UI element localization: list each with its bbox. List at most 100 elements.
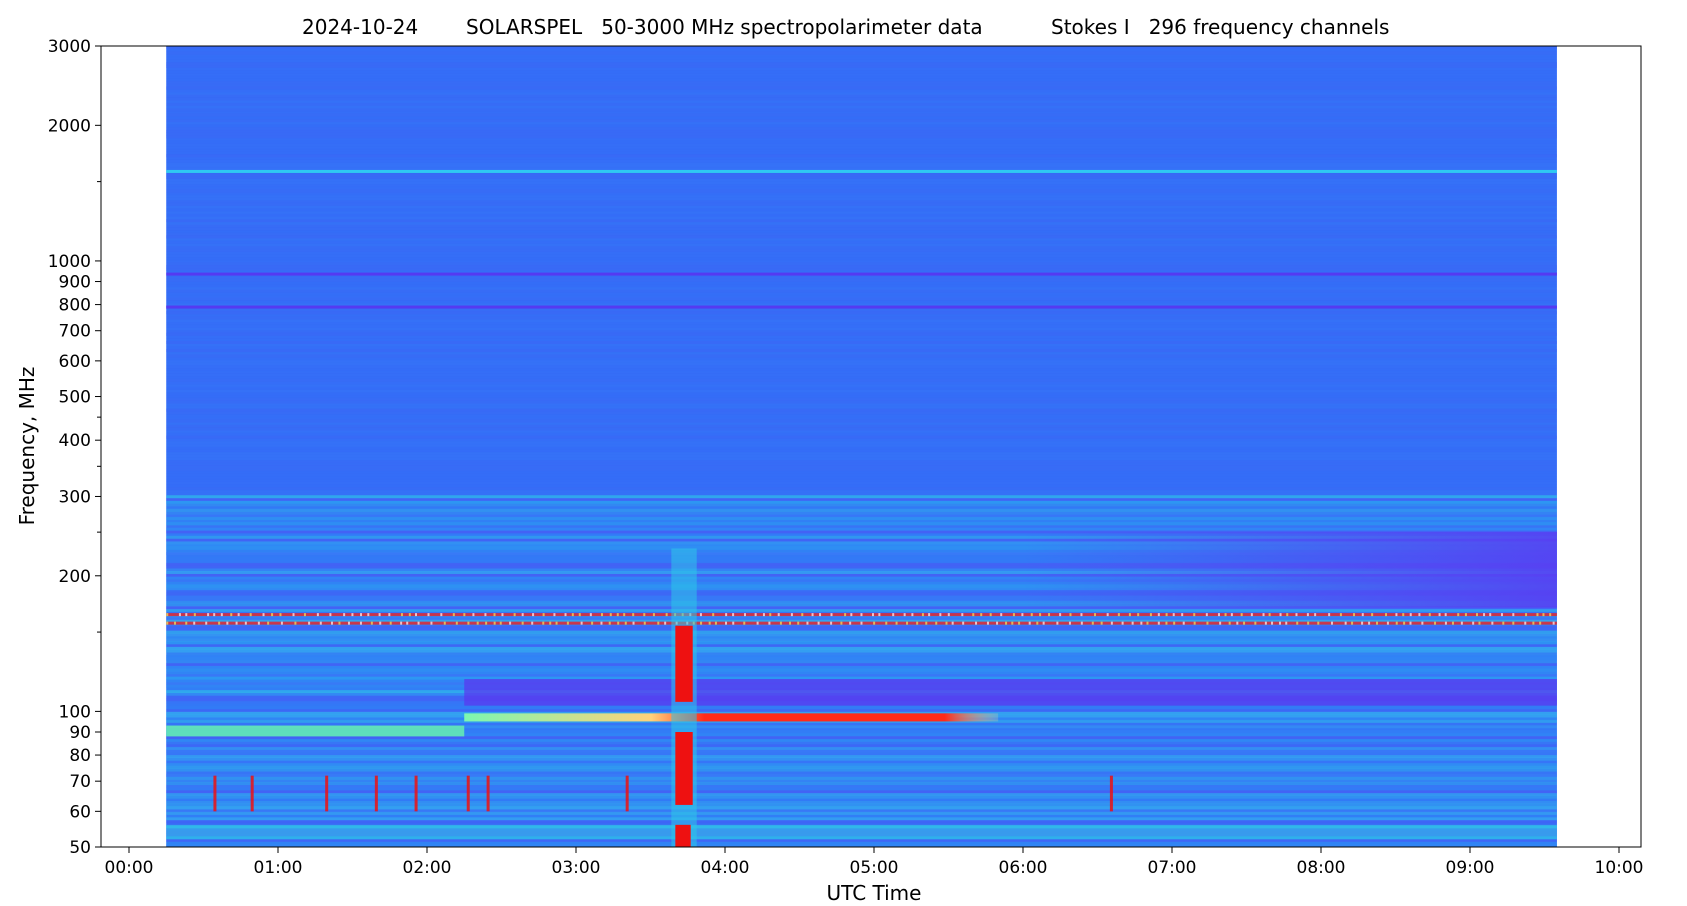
channel-stripe: [166, 313, 1557, 317]
x-tick-label: 10:00: [1595, 858, 1644, 878]
rfi-speckle: [1306, 613, 1309, 617]
rfi-speckle: [1339, 613, 1342, 617]
rfi-speckle: [193, 621, 196, 625]
channel-stripe: [166, 817, 1557, 821]
channel-stripe: [166, 489, 1557, 493]
rfi-speckle: [408, 613, 411, 617]
rfi-speckle: [1330, 621, 1333, 625]
rfi-speckle: [1549, 613, 1552, 617]
rfi-speckle: [830, 613, 833, 617]
channel-stripe: [166, 351, 1557, 355]
channel-stripe: [166, 365, 1557, 369]
x-tick-label: 07:00: [1148, 858, 1197, 878]
channel-stripe: [166, 711, 1557, 715]
rfi-speckle: [860, 613, 863, 617]
rfi-speckle: [797, 621, 800, 625]
rfi-speckle: [608, 621, 611, 625]
channel-stripe: [166, 522, 1557, 526]
rfi-speckle: [928, 613, 931, 617]
rfi-speckle: [580, 621, 583, 625]
y-tick-label: 800: [59, 296, 91, 316]
rfi-speckle: [743, 621, 746, 625]
channel-stripe: [166, 359, 1557, 363]
rfi-speckle: [725, 613, 728, 617]
channel-stripe: [166, 148, 1557, 152]
channel-stripe: [166, 625, 1557, 629]
rfi-speckle: [947, 613, 950, 617]
channel-stripe: [166, 135, 1557, 139]
rfi-speckle: [1285, 621, 1288, 625]
rfi-speckle: [1091, 621, 1094, 625]
channel-stripe: [166, 638, 1557, 642]
rfi-speckle: [600, 621, 603, 625]
channel-stripe: [166, 671, 1557, 675]
rfi-speckle: [178, 613, 181, 617]
rfi-speckle: [1539, 621, 1542, 625]
channel-stripe: [166, 754, 1557, 758]
rfi-speckle: [330, 621, 333, 625]
channel-stripe: [166, 81, 1557, 85]
burst-core-lower: [675, 732, 693, 805]
channel-stripe: [166, 706, 1557, 710]
rfi-speckle: [1206, 621, 1209, 625]
channel-stripe: [166, 230, 1557, 234]
burst-core-bottom: [675, 824, 691, 847]
rfi-speckle: [1165, 621, 1168, 625]
channel-stripe: [166, 289, 1557, 293]
channel-stripe: [166, 89, 1557, 93]
channel-stripe: [166, 649, 1557, 653]
channel-stripe: [166, 59, 1557, 63]
rfi-speckle: [531, 621, 534, 625]
channel-stripe: [166, 811, 1557, 815]
rfi-speckle: [400, 621, 403, 625]
x-tick-label: 00:00: [105, 858, 154, 878]
x-tick-label: 01:00: [254, 858, 303, 878]
rfi-speckle: [850, 613, 853, 617]
channel-stripe: [166, 595, 1557, 599]
channel-stripe: [166, 243, 1557, 247]
rfi-speckle: [1478, 621, 1481, 625]
channel-stripe: [166, 189, 1557, 193]
rfi-speckle: [406, 621, 409, 625]
x-axis: 00:00 01:00 02:00 03:00 04:00 05:00 06:00 07:00…: [105, 847, 1644, 878]
band-91mhz: [166, 725, 465, 737]
rfi-speckle: [1525, 613, 1528, 617]
channel-stripe: [166, 530, 1557, 534]
channel-stripe: [166, 381, 1557, 385]
channel-stripe: [166, 416, 1557, 420]
channel-stripe: [166, 803, 1557, 807]
channel-stripe: [166, 744, 1557, 748]
channel-stripe: [166, 606, 1557, 610]
channel-stripe: [166, 765, 1557, 769]
rfi-speckle: [986, 621, 989, 625]
rfi-speckle: [1069, 613, 1072, 617]
y-tick-label: 200: [59, 567, 91, 587]
channel-stripe: [166, 322, 1557, 326]
channel-stripe: [166, 78, 1557, 82]
rfi-speckle: [1361, 613, 1364, 617]
channel-stripe: [166, 757, 1557, 761]
channel-stripe: [166, 503, 1557, 507]
rfi-speckle: [316, 613, 319, 617]
channel-stripe: [166, 405, 1557, 409]
channel-stripe: [166, 319, 1557, 323]
rfi-speckle: [1271, 621, 1274, 625]
channel-stripe: [166, 370, 1557, 374]
rfi-speckle: [860, 621, 863, 625]
rfi-speckle: [308, 621, 311, 625]
rfi-speckle: [1464, 613, 1467, 617]
rfi-speckle: [1005, 621, 1008, 625]
channel-stripe: [166, 64, 1557, 68]
rfi-speckle: [367, 613, 370, 617]
rfi-speckle: [271, 613, 274, 617]
channel-stripe: [166, 397, 1557, 401]
channel-stripe: [166, 746, 1557, 750]
rfi-speckle: [600, 613, 603, 617]
channel-stripe: [166, 787, 1557, 791]
channel-stripe: [166, 497, 1557, 501]
rfi-speckle: [1268, 613, 1271, 617]
channel-stripe: [166, 116, 1557, 120]
rfi-speckle: [467, 621, 470, 625]
spike: [486, 775, 490, 812]
x-axis-title: UTC Time: [827, 881, 922, 905]
